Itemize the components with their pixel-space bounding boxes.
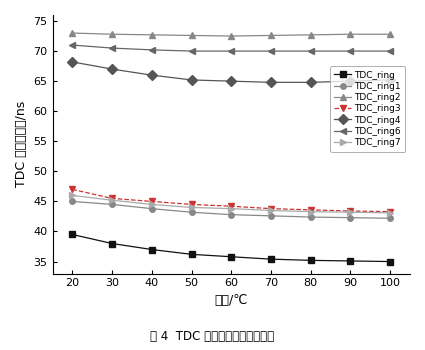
- Y-axis label: TDC 振荡环周期/ns: TDC 振荡环周期/ns: [15, 101, 28, 187]
- TDC_ring3: [70, 187, 75, 191]
- TDC_ring1: [269, 214, 274, 218]
- TDC_ring3: [229, 204, 234, 208]
- TDC_ring6: [149, 48, 154, 52]
- TDC_ring2: [229, 34, 234, 38]
- TDC_ring7: [149, 202, 154, 206]
- TDC_ring6: [189, 49, 194, 53]
- Text: 图 4  TDC 振荡环周期仿真结果图: 图 4 TDC 振荡环周期仿真结果图: [150, 330, 275, 343]
- TDC_ring2: [110, 32, 115, 36]
- TDC_ring6: [348, 49, 353, 53]
- TDC_ring3: [388, 210, 393, 214]
- TDC_ring1: [308, 215, 313, 219]
- TDC_ring: [189, 252, 194, 257]
- TDC_ring1: [229, 212, 234, 217]
- Line: TDC_ring4: TDC_ring4: [69, 58, 394, 86]
- TDC_ring2: [70, 31, 75, 35]
- TDC_ring4: [70, 60, 75, 64]
- Legend: TDC_ring, TDC_ring1, TDC_ring2, TDC_ring3, TDC_ring4, TDC_ring6, TDC_ring7: TDC_ring, TDC_ring1, TDC_ring2, TDC_ring…: [330, 66, 405, 152]
- TDC_ring2: [189, 33, 194, 37]
- TDC_ring: [149, 247, 154, 252]
- TDC_ring1: [388, 216, 393, 221]
- Line: TDC_ring: TDC_ring: [70, 232, 393, 264]
- TDC_ring7: [110, 198, 115, 202]
- Line: TDC_ring6: TDC_ring6: [69, 42, 394, 55]
- TDC_ring2: [269, 33, 274, 37]
- Line: TDC_ring2: TDC_ring2: [69, 29, 394, 40]
- TDC_ring7: [388, 211, 393, 215]
- TDC_ring6: [308, 49, 313, 53]
- TDC_ring6: [388, 49, 393, 53]
- TDC_ring: [110, 241, 115, 246]
- TDC_ring6: [110, 46, 115, 50]
- TDC_ring1: [348, 216, 353, 220]
- TDC_ring6: [269, 49, 274, 53]
- TDC_ring7: [189, 205, 194, 210]
- TDC_ring4: [110, 67, 115, 71]
- TDC_ring4: [388, 78, 393, 82]
- TDC_ring7: [348, 210, 353, 214]
- TDC_ring: [348, 259, 353, 263]
- Line: TDC_ring7: TDC_ring7: [69, 192, 394, 216]
- TDC_ring3: [110, 196, 115, 201]
- TDC_ring4: [229, 79, 234, 83]
- TDC_ring3: [348, 209, 353, 213]
- TDC_ring2: [388, 32, 393, 36]
- TDC_ring1: [149, 206, 154, 211]
- TDC_ring: [308, 258, 313, 262]
- TDC_ring7: [70, 193, 75, 197]
- X-axis label: 温度/℃: 温度/℃: [215, 294, 248, 307]
- TDC_ring7: [269, 208, 274, 212]
- TDC_ring4: [189, 78, 194, 82]
- TDC_ring7: [308, 210, 313, 214]
- TDC_ring4: [308, 80, 313, 84]
- TDC_ring3: [269, 206, 274, 211]
- TDC_ring7: [229, 206, 234, 211]
- TDC_ring1: [110, 202, 115, 206]
- TDC_ring3: [189, 202, 194, 206]
- TDC_ring3: [308, 208, 313, 212]
- TDC_ring: [70, 232, 75, 237]
- TDC_ring1: [189, 210, 194, 214]
- TDC_ring: [388, 259, 393, 264]
- TDC_ring6: [70, 43, 75, 47]
- Line: TDC_ring3: TDC_ring3: [69, 186, 394, 215]
- TDC_ring3: [149, 199, 154, 203]
- TDC_ring4: [149, 73, 154, 77]
- TDC_ring1: [70, 199, 75, 203]
- Line: TDC_ring1: TDC_ring1: [70, 199, 393, 221]
- TDC_ring2: [308, 33, 313, 37]
- TDC_ring2: [149, 33, 154, 37]
- TDC_ring6: [229, 49, 234, 53]
- TDC_ring: [269, 257, 274, 261]
- TDC_ring2: [348, 32, 353, 36]
- TDC_ring4: [348, 79, 353, 83]
- TDC_ring: [229, 255, 234, 259]
- TDC_ring4: [269, 80, 274, 84]
